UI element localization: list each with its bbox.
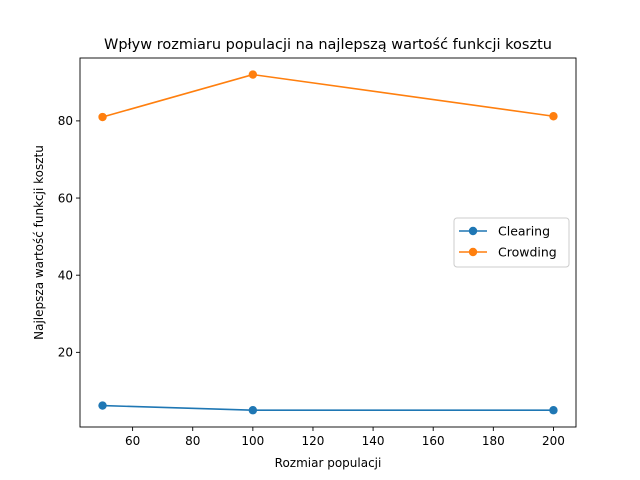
data-point-clearing [98,401,107,410]
data-point-crowding [248,70,258,79]
x-tick-label: 60 [125,434,140,448]
data-point-crowding [98,112,107,122]
y-tick-label: 80 [58,114,73,128]
series-line-crowding [102,73,554,118]
plot-area [98,70,558,415]
legend-label-crowding: Crowding [498,245,557,260]
y-axis-ticks: 20 40 60 80 [58,114,80,360]
data-point-clearing [549,406,558,415]
y-axis-label: Najlepsza wartość funkcji kosztu [32,145,46,340]
x-tick-label: 100 [241,434,264,448]
legend-label-clearing: Clearing [498,224,550,239]
y-tick-label: 60 [58,191,73,205]
series-line-clearing [102,404,554,412]
y-tick-label: 40 [58,268,73,282]
legend-marker-clearing [468,226,478,236]
x-tick-label: 120 [302,434,325,448]
x-tick-label: 200 [542,434,565,448]
legend: Clearing Crowding [453,217,570,268]
data-point-clearing [248,406,258,415]
x-tick-label: 140 [362,434,385,448]
x-axis-label: Rozmiar populacji [275,456,382,470]
x-tick-label: 80 [185,434,200,448]
plot-frame [79,57,577,428]
legend-marker-crowding [468,247,478,257]
x-axis-ticks: 60 80 100 120 140 160 180 200 [125,427,565,448]
x-tick-label: 180 [482,434,505,448]
x-tick-label: 160 [422,434,445,448]
chart-title: Wpływ rozmiaru populacji na najlepszą wa… [104,37,552,53]
y-tick-label: 20 [58,346,73,360]
data-point-crowding [549,112,558,121]
